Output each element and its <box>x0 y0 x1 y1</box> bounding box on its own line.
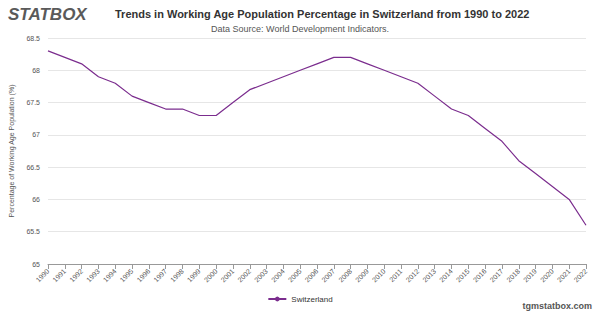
svg-text:1996: 1996 <box>135 267 151 283</box>
svg-text:1991: 1991 <box>51 267 67 283</box>
svg-text:1997: 1997 <box>152 267 168 283</box>
svg-text:2015: 2015 <box>455 267 471 283</box>
svg-text:2011: 2011 <box>388 267 404 283</box>
svg-text:66: 66 <box>32 196 40 203</box>
svg-text:2020: 2020 <box>539 267 555 283</box>
svg-text:1993: 1993 <box>85 267 101 283</box>
svg-text:2012: 2012 <box>404 267 420 283</box>
svg-text:Switzerland: Switzerland <box>291 295 332 304</box>
svg-text:Trends in Working Age Populati: Trends in Working Age Population Percent… <box>115 8 529 20</box>
svg-text:Percentage of Working Age Popu: Percentage of Working Age Population (%) <box>8 85 16 218</box>
svg-text:tgmstatbox.com: tgmstatbox.com <box>522 301 592 311</box>
svg-text:68.5: 68.5 <box>26 35 40 42</box>
svg-text:2009: 2009 <box>354 267 370 283</box>
svg-text:STATBOX: STATBOX <box>8 5 88 24</box>
svg-text:1990: 1990 <box>35 267 51 283</box>
svg-text:65.5: 65.5 <box>26 228 40 235</box>
svg-text:2018: 2018 <box>505 267 521 283</box>
svg-text:2017: 2017 <box>488 267 504 283</box>
svg-text:2016: 2016 <box>472 267 488 283</box>
svg-text:Data Source: World Development: Data Source: World Development Indicator… <box>211 24 389 34</box>
svg-text:2006: 2006 <box>304 267 320 283</box>
svg-text:1999: 1999 <box>186 267 202 283</box>
svg-text:67: 67 <box>32 131 40 138</box>
svg-text:2022: 2022 <box>573 267 589 283</box>
svg-text:2010: 2010 <box>371 267 387 283</box>
svg-text:2007: 2007 <box>320 267 336 283</box>
svg-text:2003: 2003 <box>253 267 269 283</box>
svg-text:2021: 2021 <box>556 267 572 283</box>
svg-text:1992: 1992 <box>68 267 84 283</box>
svg-text:67.5: 67.5 <box>26 99 40 106</box>
svg-text:2004: 2004 <box>270 267 286 283</box>
svg-text:68: 68 <box>32 67 40 74</box>
svg-text:1995: 1995 <box>119 267 135 283</box>
svg-text:2008: 2008 <box>337 267 353 283</box>
svg-text:2014: 2014 <box>438 267 454 283</box>
svg-text:2002: 2002 <box>236 267 252 283</box>
svg-text:1998: 1998 <box>169 267 185 283</box>
svg-text:65: 65 <box>32 261 40 268</box>
svg-text:2005: 2005 <box>287 267 303 283</box>
svg-text:66.5: 66.5 <box>26 164 40 171</box>
svg-text:1994: 1994 <box>102 267 118 283</box>
svg-text:2000: 2000 <box>203 267 219 283</box>
svg-text:2013: 2013 <box>421 267 437 283</box>
svg-text:2019: 2019 <box>522 267 538 283</box>
svg-text:2001: 2001 <box>219 267 235 283</box>
